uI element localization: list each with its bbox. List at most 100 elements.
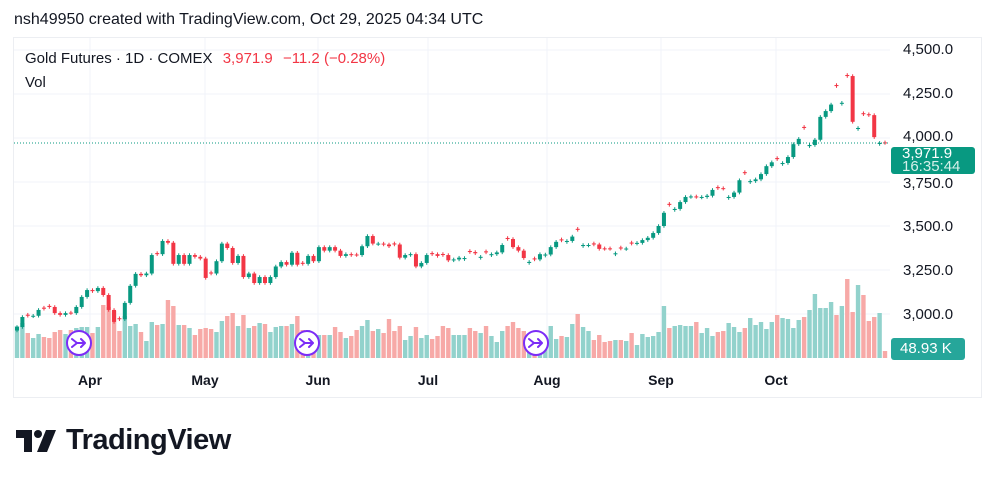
volume-bar (580, 327, 586, 358)
candle-body (516, 247, 521, 251)
volume-bar (332, 327, 338, 358)
candle-body (715, 187, 720, 189)
volume-bar (338, 332, 343, 358)
price-axis-label: 4,500.0 (903, 41, 954, 58)
candle-body (521, 250, 526, 259)
volume-bar (850, 312, 855, 358)
candle-body (198, 256, 203, 259)
last-price: 3,971.9 (222, 50, 273, 67)
candle-body (155, 253, 160, 255)
candle-body (780, 162, 785, 165)
volume-bar (834, 315, 839, 358)
volume-bar (14, 326, 20, 358)
volume-bar (198, 329, 203, 358)
candle-body (564, 240, 569, 243)
candle-body (273, 266, 278, 278)
candle-body (263, 277, 267, 284)
candle-body (47, 305, 52, 307)
candle-body (219, 243, 224, 262)
event-icon[interactable] (523, 330, 549, 356)
candle-body (85, 290, 90, 297)
volume-bar (36, 334, 41, 358)
event-icon[interactable] (294, 330, 320, 356)
current-volume-tag: 48.93 K (891, 338, 965, 360)
volume-bar (246, 328, 252, 358)
volume-bar (278, 326, 284, 358)
volume-bar (721, 331, 726, 358)
volume-bar (386, 319, 392, 358)
candle-body (591, 243, 596, 245)
candle-body (511, 239, 515, 248)
candle-body (122, 302, 127, 320)
volume-bar (424, 335, 429, 358)
volume-bar (408, 336, 413, 358)
candle-body (58, 313, 63, 315)
candle-body (581, 245, 586, 247)
candle-body (807, 145, 812, 147)
candle-body (392, 243, 397, 245)
volume-bar (656, 332, 661, 358)
candle-body (117, 318, 122, 320)
volume-bar (446, 328, 451, 358)
volume-bar (397, 326, 402, 358)
time-axis-label: Sep (648, 372, 674, 388)
tradingview-logo[interactable]: TradingView (16, 424, 231, 457)
volume-bar (462, 335, 467, 358)
candle-body (489, 254, 494, 256)
time-axis-label: Apr (77, 372, 103, 388)
candle-body (289, 252, 294, 265)
candle-body (667, 203, 672, 205)
price-axis-label: 4,000.0 (903, 128, 954, 145)
candle-body (360, 246, 365, 256)
candle-body (284, 262, 289, 265)
volume-bar (327, 335, 332, 358)
volume-indicator-label[interactable]: Vol (25, 74, 46, 91)
event-icon[interactable] (66, 330, 92, 356)
candle-body (624, 248, 629, 250)
candle-body (139, 273, 143, 276)
volume-bar (801, 317, 807, 358)
volume-bar (613, 340, 618, 358)
candle-body (295, 252, 300, 265)
candle-body (688, 196, 693, 198)
volume-bar (726, 323, 731, 358)
candle-body (446, 255, 451, 261)
candle-body (575, 228, 580, 230)
volume-bar (122, 316, 128, 358)
candle-body (856, 127, 861, 130)
candle-body (128, 285, 133, 303)
price-axis-label: 3,750.0 (903, 175, 954, 192)
volume-bar (710, 336, 715, 358)
volume-bar (758, 322, 764, 358)
candle-body (570, 236, 575, 241)
volume-bar (559, 336, 564, 358)
candle-body (527, 261, 532, 263)
candle-body (742, 172, 747, 174)
candle-body (877, 142, 882, 144)
candle-body (748, 181, 753, 183)
volume-bar (257, 323, 262, 358)
symbol-title[interactable]: Gold Futures · 1D · COMEX (25, 50, 213, 67)
candle-body (721, 188, 726, 190)
volume-bar (731, 327, 737, 358)
volume-bar (575, 314, 580, 358)
candle-body (602, 248, 607, 250)
candle-body (861, 113, 866, 115)
volume-bar (230, 313, 235, 358)
volume-bar (489, 336, 494, 358)
volume-bar (128, 326, 133, 358)
candle-body (559, 239, 564, 241)
candle-body (187, 255, 192, 264)
volume-bar (241, 315, 246, 358)
candle-body (435, 254, 440, 256)
volume-bar (882, 351, 888, 358)
bar-countdown: 16:35:44 (902, 158, 961, 175)
volume-bar (634, 345, 640, 358)
volume-bar (467, 328, 473, 358)
volume-bar (117, 331, 122, 358)
candle-body (101, 287, 106, 295)
volume-bar (618, 340, 624, 358)
price-axis-label: 3,000.0 (903, 306, 954, 323)
candle-body (160, 240, 165, 255)
